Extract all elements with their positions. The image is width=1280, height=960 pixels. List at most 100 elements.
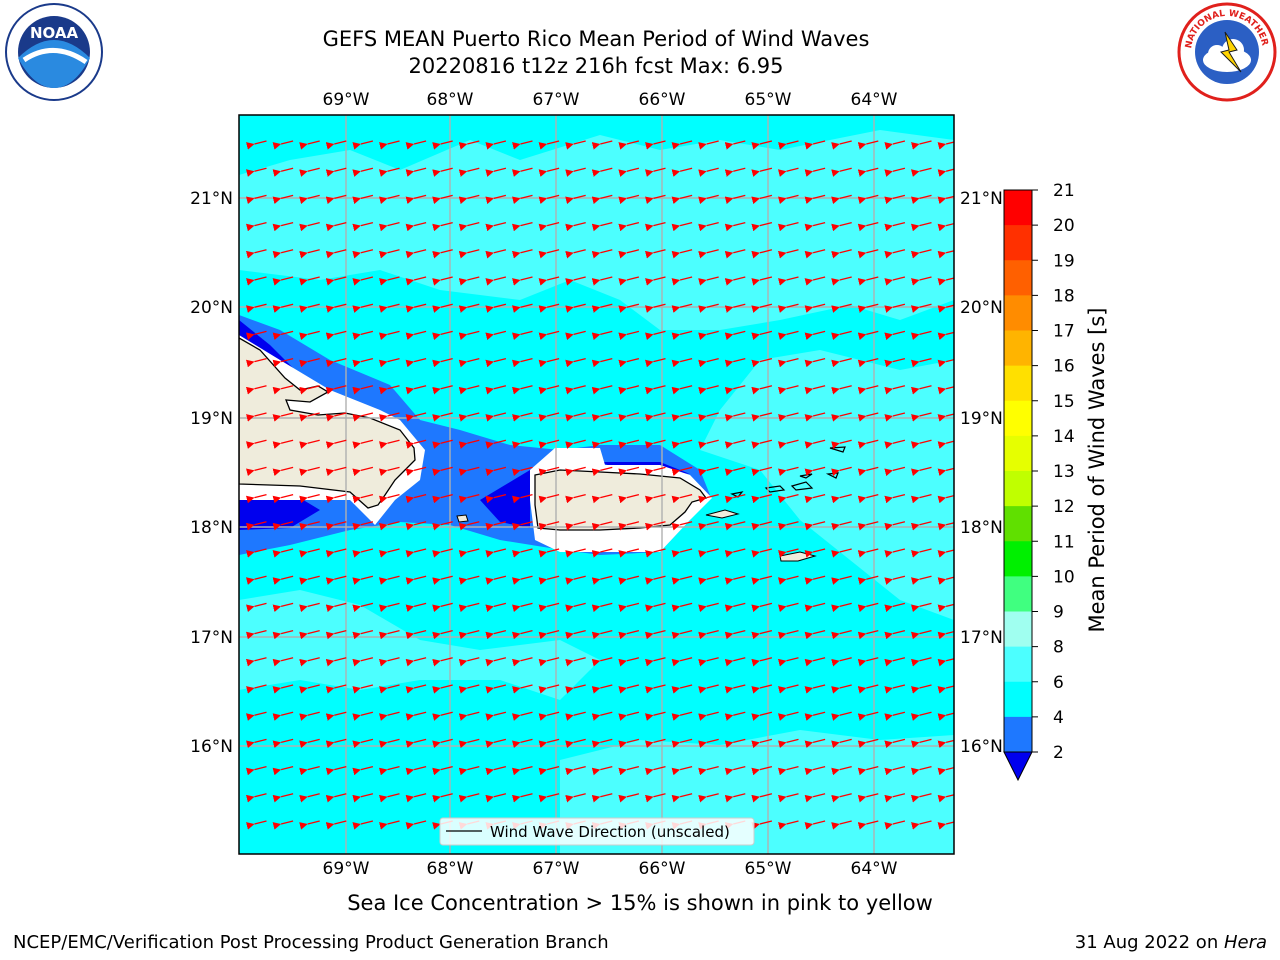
wind-wave-arrow: [405, 412, 427, 422]
wind-wave-arrow: [751, 249, 773, 259]
wind-wave-arrow: [671, 303, 693, 313]
wind-wave-arrow: [325, 793, 347, 803]
wind-wave-arrow: [910, 657, 932, 667]
wind-wave-arrow: [910, 602, 932, 613]
wind-wave-arrow: [724, 412, 746, 422]
wind-wave-arrow: [884, 276, 906, 286]
wind-wave-arrow: [937, 141, 954, 150]
wind-wave-arrow: [299, 602, 320, 613]
wind-wave-arrow: [724, 657, 746, 667]
wind-wave-arrow: [804, 385, 826, 395]
wind-wave-arrow: [511, 602, 533, 613]
wind-wave-arrow: [405, 629, 427, 640]
wind-wave-arrow: [804, 820, 826, 830]
wind-wave-arrow: [671, 684, 693, 694]
wind-wave-arrow: [378, 602, 400, 613]
wind-wave-arrow: [671, 249, 693, 259]
wind-wave-arrow: [831, 330, 852, 341]
wind-wave-arrow: [831, 738, 852, 749]
wind-wave-arrow: [272, 167, 294, 177]
wind-wave-arrow: [831, 521, 852, 531]
wind-wave-arrow: [804, 493, 826, 504]
wind-wave-arrow: [804, 548, 826, 558]
wind-wave-arrow: [511, 194, 533, 205]
wind-wave-arrow: [751, 330, 773, 341]
wind-wave-arrow: [352, 357, 374, 368]
wind-wave-arrow: [671, 140, 693, 150]
wind-wave-arrow: [378, 820, 400, 830]
wind-wave-arrow: [910, 738, 932, 749]
wind-wave-arrow: [405, 303, 427, 313]
wind-wave-arrow: [565, 575, 586, 585]
wind-wave-arrow: [511, 629, 533, 640]
wind-wave-arrow: [378, 684, 400, 694]
wind-wave-arrow: [937, 358, 954, 368]
wind-wave-arrow: [644, 575, 666, 585]
wind-wave-arrow: [485, 657, 507, 667]
wind-wave-arrow: [325, 439, 347, 449]
wind-wave-arrow: [751, 357, 773, 368]
wind-wave-arrow: [910, 385, 932, 395]
wind-wave-arrow: [857, 521, 879, 531]
wind-wave-arrow: [591, 575, 613, 585]
latitude-label: 17°N: [960, 628, 1003, 648]
wind-wave-arrow: [671, 493, 693, 504]
wind-wave-arrow: [405, 711, 427, 721]
wind-wave-arrow: [538, 140, 560, 150]
wind-wave-arrow: [352, 493, 374, 504]
wind-wave-arrow: [937, 413, 954, 422]
wind-wave-arrow: [299, 793, 320, 803]
nws-logo: NATIONAL WEATHER SERVICE: [1177, 2, 1277, 102]
colorbar-tick-label: 17: [1053, 322, 1075, 342]
wind-wave-arrow: [724, 466, 746, 477]
wind-wave-arrow: [831, 548, 852, 558]
wind-wave-arrow: [671, 765, 693, 776]
colorbar-tick-label: 6: [1053, 673, 1064, 693]
wind-wave-arrow: [511, 167, 533, 177]
wind-wave-arrow: [352, 439, 374, 449]
wind-wave-arrow: [325, 249, 347, 259]
longitude-label: 69°W: [323, 90, 370, 110]
wind-wave-arrow: [511, 793, 533, 803]
colorbar-bin: [1004, 611, 1032, 648]
wind-wave-arrows: [245, 140, 954, 830]
wind-wave-arrow: [538, 602, 560, 613]
wind-wave-arrow: [644, 330, 666, 341]
wind-wave-arrow: [698, 194, 719, 205]
wind-wave-arrow: [458, 276, 480, 286]
wind-wave-arrow: [538, 221, 560, 232]
wind-wave-arrow: [245, 303, 267, 313]
wind-wave-arrow: [804, 357, 826, 368]
wind-wave-arrow: [751, 412, 773, 422]
colorbar-bin: [1004, 260, 1032, 296]
wind-wave-arrow: [804, 466, 826, 477]
wind-wave-arrow: [591, 602, 613, 613]
wind-wave-arrow: [485, 793, 507, 803]
wind-wave-arrow: [565, 412, 586, 422]
wind-wave-arrow: [937, 467, 954, 477]
wind-wave-arrow: [618, 711, 640, 721]
wind-wave-arrow: [884, 657, 906, 667]
colorbar-bin: [1004, 225, 1032, 261]
wind-wave-arrow: [751, 194, 773, 205]
wind-wave-arrow: [884, 439, 906, 449]
sea-ice-note: Sea Ice Concentration > 15% is shown in …: [347, 891, 933, 915]
wind-wave-arrow: [352, 412, 374, 422]
wind-wave-arrow: [618, 357, 640, 368]
wind-wave-arrow: [405, 140, 427, 150]
wind-wave-arrow: [857, 575, 879, 585]
wind-wave-arrow: [458, 765, 480, 776]
wind-wave-arrow: [857, 793, 879, 803]
wind-wave-arrow: [644, 385, 666, 395]
wind-wave-arrow: [458, 521, 480, 531]
wind-wave-arrow: [565, 629, 586, 640]
wind-wave-arrow: [272, 385, 294, 395]
wind-wave-arrow: [565, 765, 586, 776]
wind-wave-arrow: [458, 385, 480, 395]
wind-wave-arrow: [591, 657, 613, 667]
latitude-label: 18°N: [190, 518, 233, 538]
wind-wave-arrow: [352, 167, 374, 177]
wind-wave-arrow: [511, 493, 533, 504]
wind-wave-arrow: [937, 712, 954, 721]
noaa-logo: NOAA: [5, 3, 103, 101]
